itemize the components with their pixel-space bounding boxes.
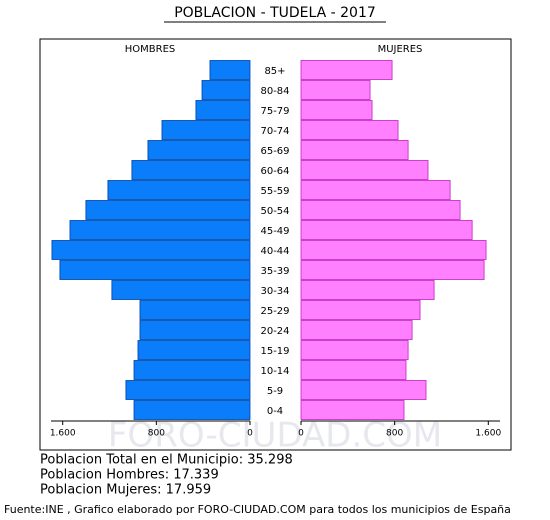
bar bbox=[69, 220, 251, 240]
bar bbox=[300, 400, 405, 420]
category-label: 20-24 bbox=[260, 326, 289, 337]
category-label: 70-74 bbox=[260, 126, 289, 137]
x-tick-label: 800 bbox=[386, 429, 403, 439]
category-label: 10-14 bbox=[260, 366, 289, 377]
category-label: 0-4 bbox=[267, 406, 283, 417]
category-label: 5-9 bbox=[267, 386, 283, 397]
category-label: 50-54 bbox=[260, 206, 289, 217]
bar bbox=[125, 380, 251, 400]
source: Fuente:INE , Grafico elaborado por FORO-… bbox=[4, 503, 511, 516]
bar bbox=[300, 260, 485, 280]
category-label: 25-29 bbox=[260, 306, 289, 317]
bar bbox=[300, 60, 393, 80]
bar bbox=[300, 340, 409, 360]
bar bbox=[300, 180, 451, 200]
category-label: 15-19 bbox=[260, 346, 289, 357]
bar bbox=[300, 80, 371, 100]
bar bbox=[195, 100, 251, 120]
bar bbox=[139, 320, 251, 340]
bar bbox=[107, 180, 251, 200]
bar bbox=[201, 80, 251, 100]
bar bbox=[59, 260, 251, 280]
bar bbox=[147, 140, 251, 160]
x-tick-label: 1.600 bbox=[50, 429, 76, 439]
summary-line: Poblacion Mujeres: 17.959 bbox=[40, 483, 211, 498]
bar bbox=[300, 360, 407, 380]
x-tick-label: 1.600 bbox=[475, 429, 501, 439]
frame bbox=[39, 38, 512, 451]
bar bbox=[300, 320, 413, 340]
bar bbox=[300, 280, 435, 300]
bar bbox=[300, 100, 373, 120]
summary-line: Poblacion Hombres: 17.339 bbox=[40, 468, 219, 483]
bar bbox=[161, 120, 251, 140]
category-label: 75-79 bbox=[260, 106, 289, 117]
legend-label: MUJERES bbox=[378, 44, 423, 55]
category-label: 30-34 bbox=[260, 286, 289, 297]
bar bbox=[137, 340, 251, 360]
category-label: 45-49 bbox=[260, 226, 289, 237]
bar bbox=[300, 220, 473, 240]
category-label: 40-44 bbox=[260, 246, 289, 257]
bar bbox=[51, 240, 251, 260]
bar bbox=[300, 240, 487, 260]
bar bbox=[300, 380, 427, 400]
x-tick-label: 0 bbox=[247, 429, 253, 439]
chart-title: POBLACION - TUDELA - 2017 bbox=[174, 5, 376, 21]
bar bbox=[300, 160, 429, 180]
bar bbox=[85, 200, 251, 220]
bar bbox=[133, 400, 251, 420]
summary-line: Poblacion Total en el Municipio: 35.298 bbox=[40, 453, 293, 468]
category-label: 65-69 bbox=[260, 146, 289, 157]
bar bbox=[300, 120, 399, 140]
bar bbox=[131, 160, 251, 180]
category-label: 60-64 bbox=[260, 166, 289, 177]
bar bbox=[300, 200, 461, 220]
bar bbox=[300, 300, 421, 320]
x-tick-label: 0 bbox=[298, 429, 304, 439]
category-label: 35-39 bbox=[260, 266, 289, 277]
category-label: 80-84 bbox=[260, 86, 289, 97]
x-tick-label: 800 bbox=[148, 429, 165, 439]
bar bbox=[111, 280, 251, 300]
bar bbox=[139, 300, 251, 320]
bar bbox=[300, 140, 409, 160]
watermark: FORO-CIUDAD.COM bbox=[108, 416, 442, 456]
bar bbox=[133, 360, 251, 380]
category-label: 85+ bbox=[264, 66, 285, 77]
legend-label: HOMBRES bbox=[125, 44, 176, 55]
bar bbox=[209, 60, 251, 80]
category-label: 55-59 bbox=[260, 186, 289, 197]
